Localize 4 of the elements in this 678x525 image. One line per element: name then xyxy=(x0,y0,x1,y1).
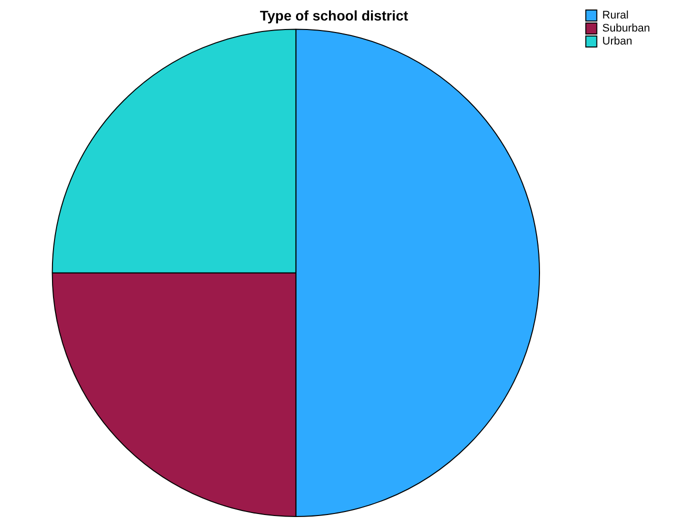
legend-label: Urban xyxy=(602,36,632,48)
legend-label: Suburban xyxy=(602,22,650,35)
legend-label: Rural xyxy=(602,10,629,22)
chart-title: Type of school district xyxy=(260,7,408,24)
